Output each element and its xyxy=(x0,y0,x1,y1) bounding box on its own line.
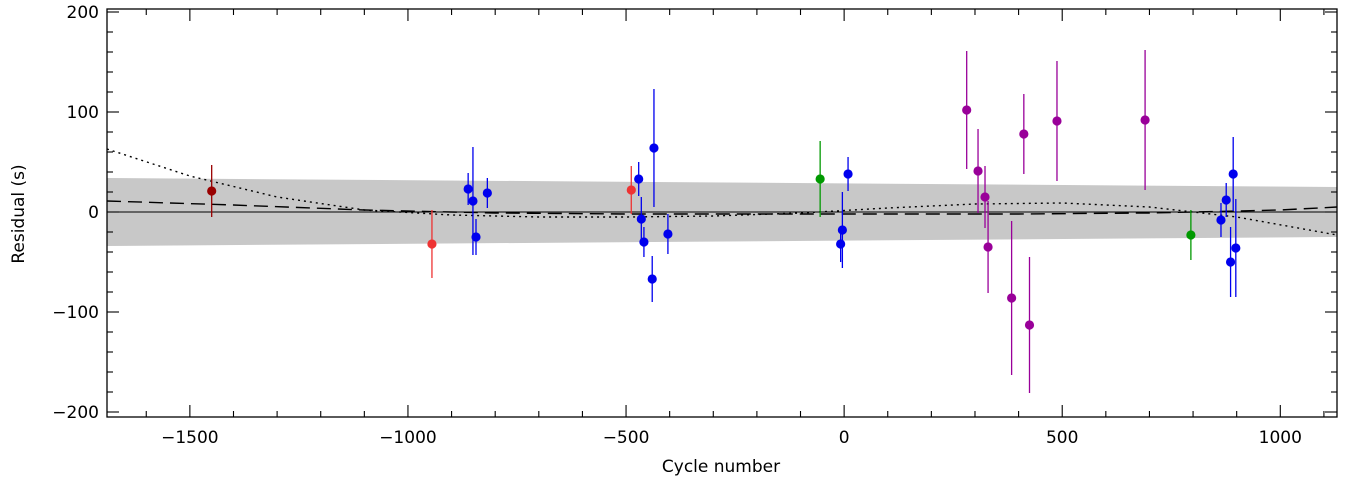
data-point xyxy=(836,239,846,249)
y-tick-label: 100 xyxy=(67,103,99,123)
y-tick-label: 0 xyxy=(88,203,99,223)
x-tick-label: −500 xyxy=(603,428,650,448)
data-point xyxy=(468,196,478,206)
data-point xyxy=(1231,243,1241,253)
y-axis-title: Residual (s) xyxy=(9,164,29,263)
dotted-model-curve xyxy=(106,148,1338,236)
x-tick-label: 500 xyxy=(1046,428,1078,448)
data-point xyxy=(1140,115,1150,125)
x-axis: −1500 −1000 −500 0 500 1000 xyxy=(145,9,1325,448)
data-point xyxy=(983,242,993,252)
data-point xyxy=(471,232,481,242)
y-tick-label: 200 xyxy=(67,3,99,23)
y-tick-label: −100 xyxy=(52,303,99,323)
data-point xyxy=(1225,257,1236,267)
data-point xyxy=(837,225,847,235)
y-axis: −200 −100 0 100 200 xyxy=(52,3,1337,423)
data-point xyxy=(1216,215,1226,225)
data-point xyxy=(980,192,990,202)
x-tick-label: 0 xyxy=(839,428,850,448)
x-axis-title: Cycle number xyxy=(662,457,780,477)
data-point xyxy=(649,143,659,153)
data-point xyxy=(636,214,646,224)
data-point xyxy=(663,229,673,239)
data-points-layer xyxy=(207,50,1241,393)
data-point xyxy=(1019,129,1029,139)
data-point xyxy=(482,188,492,198)
x-tick-label: −1000 xyxy=(379,428,437,448)
data-point xyxy=(815,174,825,184)
x-tick-label: 1000 xyxy=(1259,428,1302,448)
data-point xyxy=(962,105,972,115)
model-curves-layer xyxy=(106,148,1338,236)
data-point xyxy=(1221,195,1231,205)
data-point xyxy=(626,185,636,195)
data-point xyxy=(427,239,437,249)
data-point xyxy=(1007,293,1017,303)
data-point xyxy=(639,237,649,247)
data-point xyxy=(207,186,217,196)
y-tick-label: −200 xyxy=(52,403,99,423)
plot-frame xyxy=(106,8,1338,418)
data-point xyxy=(634,174,644,184)
data-point xyxy=(1052,116,1062,126)
data-point xyxy=(973,166,983,176)
dashed-model-curve xyxy=(106,200,1338,215)
data-point xyxy=(1228,169,1238,179)
data-point xyxy=(1024,320,1035,330)
x-tick-label: −1500 xyxy=(161,428,219,448)
data-point xyxy=(647,274,657,284)
data-point xyxy=(463,184,473,194)
data-point xyxy=(843,169,853,179)
data-point xyxy=(1186,230,1196,240)
